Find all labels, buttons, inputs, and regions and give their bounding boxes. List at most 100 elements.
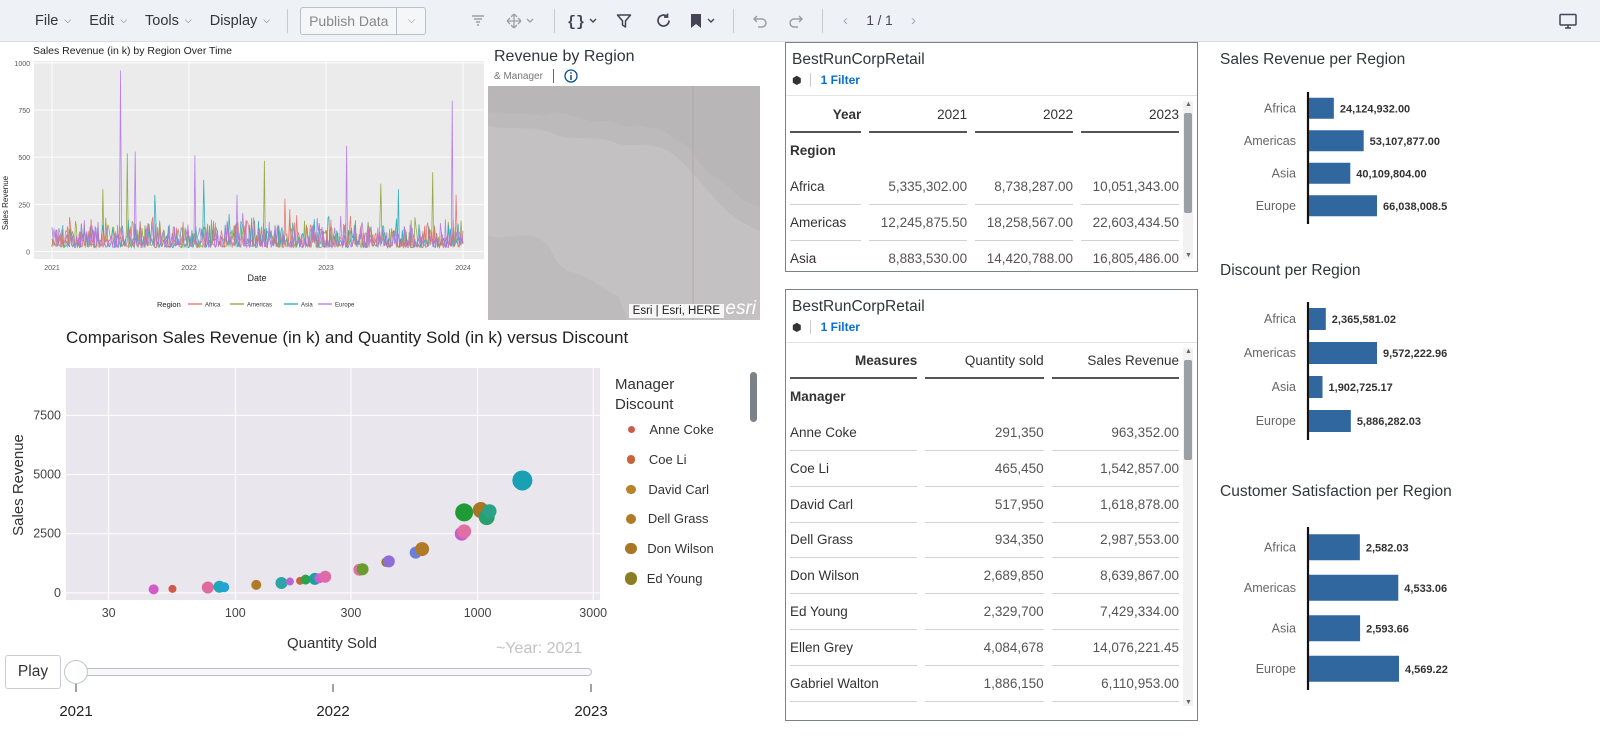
legend-item[interactable]: Anne Coke	[624, 415, 714, 445]
table-cell[interactable]: 963,352.00	[1051, 415, 1179, 451]
table-cell[interactable]: 8,639,867.00	[1051, 558, 1179, 595]
table-cell[interactable]: 934,350	[925, 522, 1044, 559]
table-cell[interactable]: 14,076,221.45	[1051, 630, 1179, 666]
scatter-point[interactable]	[219, 582, 230, 593]
formula-icon[interactable]: {}	[563, 6, 605, 36]
scatter-point[interactable]	[275, 576, 288, 589]
dimension-header-manager[interactable]: Manager	[790, 389, 846, 404]
tools-menu[interactable]: Tools ⌵	[136, 0, 201, 42]
legend-scrollbar[interactable]	[750, 372, 757, 422]
header-quantity-sold[interactable]: Quantity sold	[925, 343, 1044, 379]
scrollbar-thumb[interactable]	[1184, 360, 1192, 460]
scatter-point[interactable]	[356, 563, 369, 576]
bar[interactable]	[1309, 655, 1399, 682]
scatter-point[interactable]	[415, 542, 430, 557]
row-header-cell[interactable]: Ed Young	[790, 594, 918, 630]
legend-item[interactable]: Coe Li	[624, 445, 714, 475]
header-2022[interactable]: 2022	[975, 97, 1074, 133]
info-icon[interactable]	[564, 69, 578, 83]
move-icon[interactable]	[496, 6, 546, 36]
scroll-up-icon[interactable]: ▲	[1185, 348, 1192, 355]
header-2023[interactable]: 2023	[1081, 97, 1179, 133]
table-cell[interactable]: 1,886,150	[925, 666, 1044, 702]
scatter-point[interactable]	[148, 584, 159, 595]
map-canvas[interactable]: Esri | Esri, HERE esri	[488, 86, 760, 320]
row-header-cell[interactable]: Gabriel Walton	[790, 666, 918, 702]
table-row[interactable]: Ellen Grey 4,084,678 14,076,221.45	[790, 630, 1179, 666]
previous-page-icon[interactable]: ‹	[842, 12, 848, 29]
year-slider-handle[interactable]	[64, 660, 88, 684]
header-measures[interactable]: Measures	[790, 343, 918, 379]
display-menu[interactable]: Display ⌵	[201, 0, 279, 42]
table-row[interactable]: Africa 5,335,302.00 8,738,287.00 10,051,343…	[790, 169, 1179, 205]
legend-item[interactable]: Dell Grass	[624, 504, 714, 534]
table-cell[interactable]: 2,689,850	[925, 558, 1044, 595]
format-icon[interactable]	[460, 6, 496, 36]
play-button[interactable]: Play	[5, 655, 61, 689]
scatter-point[interactable]	[285, 577, 294, 586]
bar[interactable]	[1309, 615, 1361, 642]
scatter-point[interactable]	[300, 574, 311, 585]
bar[interactable]	[1309, 162, 1351, 184]
chevron-down-icon[interactable]: ⌵	[407, 14, 416, 26]
table-cell[interactable]: 1,618,878.00	[1051, 487, 1179, 523]
scatter-point[interactable]	[457, 524, 472, 539]
table-scrollbar[interactable]: ▲ ▼	[1183, 101, 1193, 259]
scroll-up-icon[interactable]: ▲	[1185, 101, 1192, 108]
table-cell[interactable]: 16,805,486.00	[1081, 241, 1179, 271]
scatter-point[interactable]	[319, 570, 332, 583]
scatter-point[interactable]	[251, 579, 262, 590]
year-slider-track[interactable]	[76, 668, 592, 676]
scroll-down-icon[interactable]: ▼	[1185, 252, 1192, 259]
scatter-point[interactable]	[455, 503, 474, 522]
row-header-cell[interactable]: Africa	[790, 169, 862, 205]
bar[interactable]	[1309, 574, 1399, 601]
table-row[interactable]: Anne Coke 291,350 963,352.00	[790, 415, 1179, 451]
table-cell[interactable]: 22,603,434.50	[1081, 205, 1179, 241]
redo-icon[interactable]	[778, 6, 814, 36]
table-cell[interactable]: 5,335,302.00	[869, 169, 968, 205]
bar[interactable]	[1309, 130, 1364, 152]
table-cell[interactable]: 465,450	[925, 451, 1044, 487]
table-cell[interactable]: 12,245,875.50	[869, 205, 968, 241]
table-scrollbar[interactable]: ▲ ▼	[1183, 348, 1193, 706]
row-header-cell[interactable]: Coe Li	[790, 451, 918, 487]
table-cell[interactable]: 4,084,678	[925, 630, 1044, 666]
header-2021[interactable]: 2021	[869, 97, 968, 133]
table-cell[interactable]: 8,738,287.00	[975, 169, 1074, 205]
row-header-cell[interactable]: David Carl	[790, 487, 918, 523]
table-row[interactable]: Asia 8,883,530.00 14,420,788.00 16,805,486.…	[790, 241, 1179, 271]
bar[interactable]	[1309, 410, 1351, 432]
table-cell[interactable]: 8,883,530.00	[869, 241, 967, 271]
bar[interactable]	[1309, 97, 1334, 119]
table-cell[interactable]: 7,429,334.00	[1051, 594, 1179, 630]
row-header-cell[interactable]: Don Wilson	[790, 558, 918, 595]
scrollbar-thumb[interactable]	[1184, 113, 1192, 213]
row-header-cell[interactable]: Ellen Grey	[790, 630, 918, 666]
filter-link[interactable]: 1 Filter	[820, 320, 860, 334]
table-row[interactable]: Coe Li 465,450 1,542,857.00	[790, 451, 1179, 487]
row-header-cell[interactable]: Dell Grass	[790, 522, 918, 559]
bar[interactable]	[1309, 308, 1326, 330]
table-row[interactable]: Americas 12,245,875.50 18,258,567.00 22,603…	[790, 205, 1179, 241]
row-header-cell[interactable]: Anne Coke	[790, 415, 918, 451]
header-sales-revenue[interactable]: Sales Revenue	[1051, 343, 1179, 379]
bar[interactable]	[1309, 342, 1377, 364]
scatter-point[interactable]	[168, 584, 177, 593]
legend-item[interactable]: David Carl	[624, 474, 714, 504]
scatter-point[interactable]	[482, 504, 497, 519]
table-cell[interactable]: 14,420,788.00	[975, 241, 1073, 271]
bookmark-icon[interactable]	[683, 6, 725, 36]
refresh-icon[interactable]	[643, 6, 683, 36]
bar[interactable]	[1309, 195, 1377, 217]
table-cell[interactable]: 2,987,553.00	[1051, 522, 1179, 559]
undo-icon[interactable]	[742, 6, 778, 36]
file-menu[interactable]: File ⌵	[26, 0, 80, 42]
scatter-point[interactable]	[382, 555, 395, 568]
scatter-point[interactable]	[201, 581, 214, 594]
legend-item[interactable]: Don Wilson	[624, 534, 714, 564]
scatter-point[interactable]	[512, 470, 533, 491]
row-header-cell[interactable]: Asia	[790, 241, 861, 271]
edit-menu[interactable]: Edit ⌵	[80, 0, 136, 42]
table-cell[interactable]: 291,350	[925, 415, 1044, 451]
